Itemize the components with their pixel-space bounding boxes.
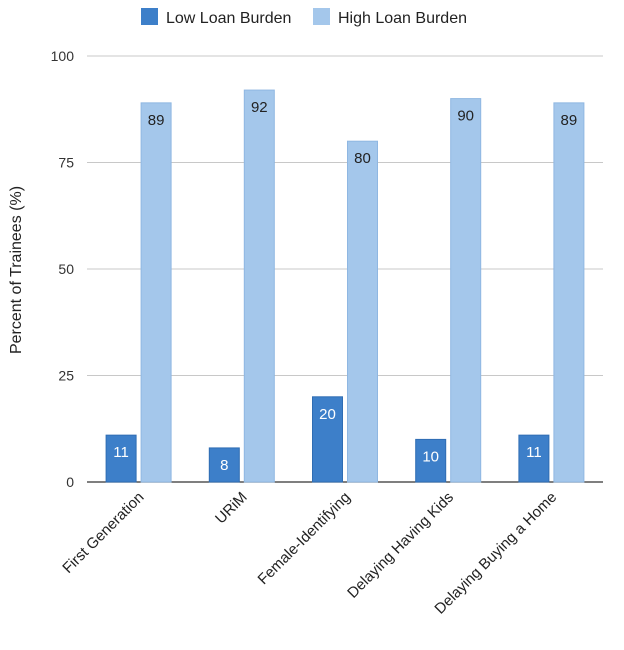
bar-low bbox=[208, 447, 240, 483]
legend-label-high: High Loan Burden bbox=[338, 10, 467, 27]
x-tick-label: Delaying Having Kids bbox=[344, 489, 457, 602]
bar-high bbox=[243, 89, 275, 483]
bar-low bbox=[415, 438, 447, 483]
x-tick-label: Delaying Buying a Home bbox=[431, 489, 560, 618]
bar-high bbox=[450, 98, 482, 483]
legend: Low Loan Burden High Loan Burden bbox=[141, 8, 467, 27]
x-tick-label: First Generation bbox=[59, 489, 147, 577]
y-tick-label: 75 bbox=[58, 155, 74, 171]
bar-low bbox=[312, 396, 343, 483]
data-label-low: 11 bbox=[526, 444, 542, 461]
data-label-low: 20 bbox=[319, 406, 336, 423]
bar-low bbox=[105, 434, 137, 483]
data-label-low: 10 bbox=[422, 448, 439, 465]
data-label-high: 80 bbox=[354, 150, 371, 167]
legend-label-low: Low Loan Burden bbox=[166, 10, 291, 27]
data-label-high: 89 bbox=[148, 112, 165, 129]
bar-high bbox=[553, 102, 585, 483]
data-label-low: 11 bbox=[113, 444, 129, 461]
data-label-low: 8 bbox=[220, 457, 228, 474]
legend-swatch-high bbox=[313, 8, 330, 25]
data-label-high: 90 bbox=[457, 108, 474, 125]
x-tick-label: Female-Identifying bbox=[255, 489, 354, 588]
legend-swatch-low bbox=[141, 8, 158, 25]
bar-high bbox=[140, 102, 172, 483]
data-label-high: 89 bbox=[561, 112, 578, 129]
y-tick-label: 0 bbox=[66, 474, 74, 490]
bar-high bbox=[347, 140, 378, 483]
data-label-high: 92 bbox=[251, 99, 268, 116]
y-tick-label: 100 bbox=[51, 48, 75, 64]
y-tick-label: 25 bbox=[58, 368, 74, 384]
bar-low bbox=[518, 434, 550, 483]
y-axis-title: Percent of Trainees (%) bbox=[8, 186, 25, 354]
x-tick-label: URiM bbox=[212, 489, 251, 528]
y-tick-label: 50 bbox=[58, 261, 74, 277]
